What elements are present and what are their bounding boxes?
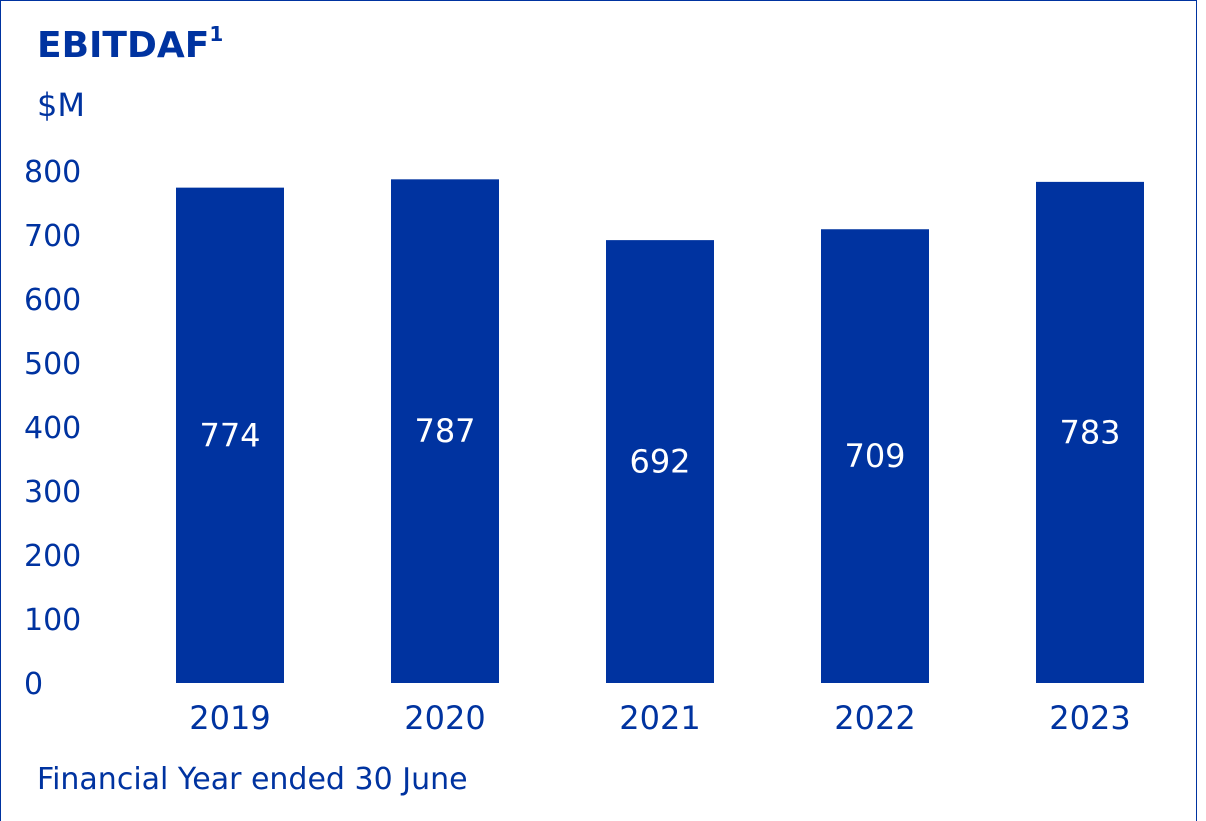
bar-value-label-2020: 787 bbox=[414, 412, 475, 450]
y-axis-label: $M bbox=[37, 86, 85, 124]
y-tick-label: 0 bbox=[24, 667, 43, 702]
bar-value-label-2023: 783 bbox=[1059, 413, 1120, 451]
y-tick-label: 500 bbox=[24, 347, 81, 382]
x-axis-label: Financial Year ended 30 June bbox=[37, 762, 468, 797]
y-axis-ticks: 0 100 200 300 400 500 600 700 800 bbox=[24, 155, 81, 702]
x-tick-label-2019: 2019 bbox=[189, 699, 270, 737]
x-tick-label-2021: 2021 bbox=[619, 699, 700, 737]
bar-2020 bbox=[391, 179, 499, 683]
bar-value-label-2021: 692 bbox=[629, 443, 690, 481]
x-tick-label-2023: 2023 bbox=[1049, 699, 1130, 737]
x-tick-label-2020: 2020 bbox=[404, 699, 485, 737]
bar-data-labels: 774 787 692 709 783 bbox=[199, 412, 1120, 480]
bar-value-label-2019: 774 bbox=[199, 416, 260, 454]
bar-value-label-2022: 709 bbox=[844, 437, 905, 475]
y-tick-label: 200 bbox=[24, 539, 81, 574]
bar-2019 bbox=[176, 187, 284, 683]
y-tick-label: 300 bbox=[24, 475, 81, 510]
y-tick-label: 800 bbox=[24, 155, 81, 190]
bar-2022 bbox=[821, 229, 929, 684]
bar-2023 bbox=[1036, 181, 1144, 683]
y-tick-label: 400 bbox=[24, 411, 81, 446]
bar-2021 bbox=[606, 240, 714, 683]
x-axis-ticks: 2019 2020 2021 2022 2023 bbox=[189, 699, 1130, 737]
bars bbox=[176, 179, 1144, 684]
y-tick-label: 100 bbox=[24, 603, 81, 638]
chart-title-text: EBITDAF bbox=[37, 25, 209, 66]
x-tick-label-2022: 2022 bbox=[834, 699, 915, 737]
chart-title-superscript: 1 bbox=[209, 22, 223, 46]
chart-title: EBITDAF1 bbox=[37, 22, 223, 66]
y-tick-label: 700 bbox=[24, 219, 81, 254]
y-tick-label: 600 bbox=[24, 283, 81, 318]
